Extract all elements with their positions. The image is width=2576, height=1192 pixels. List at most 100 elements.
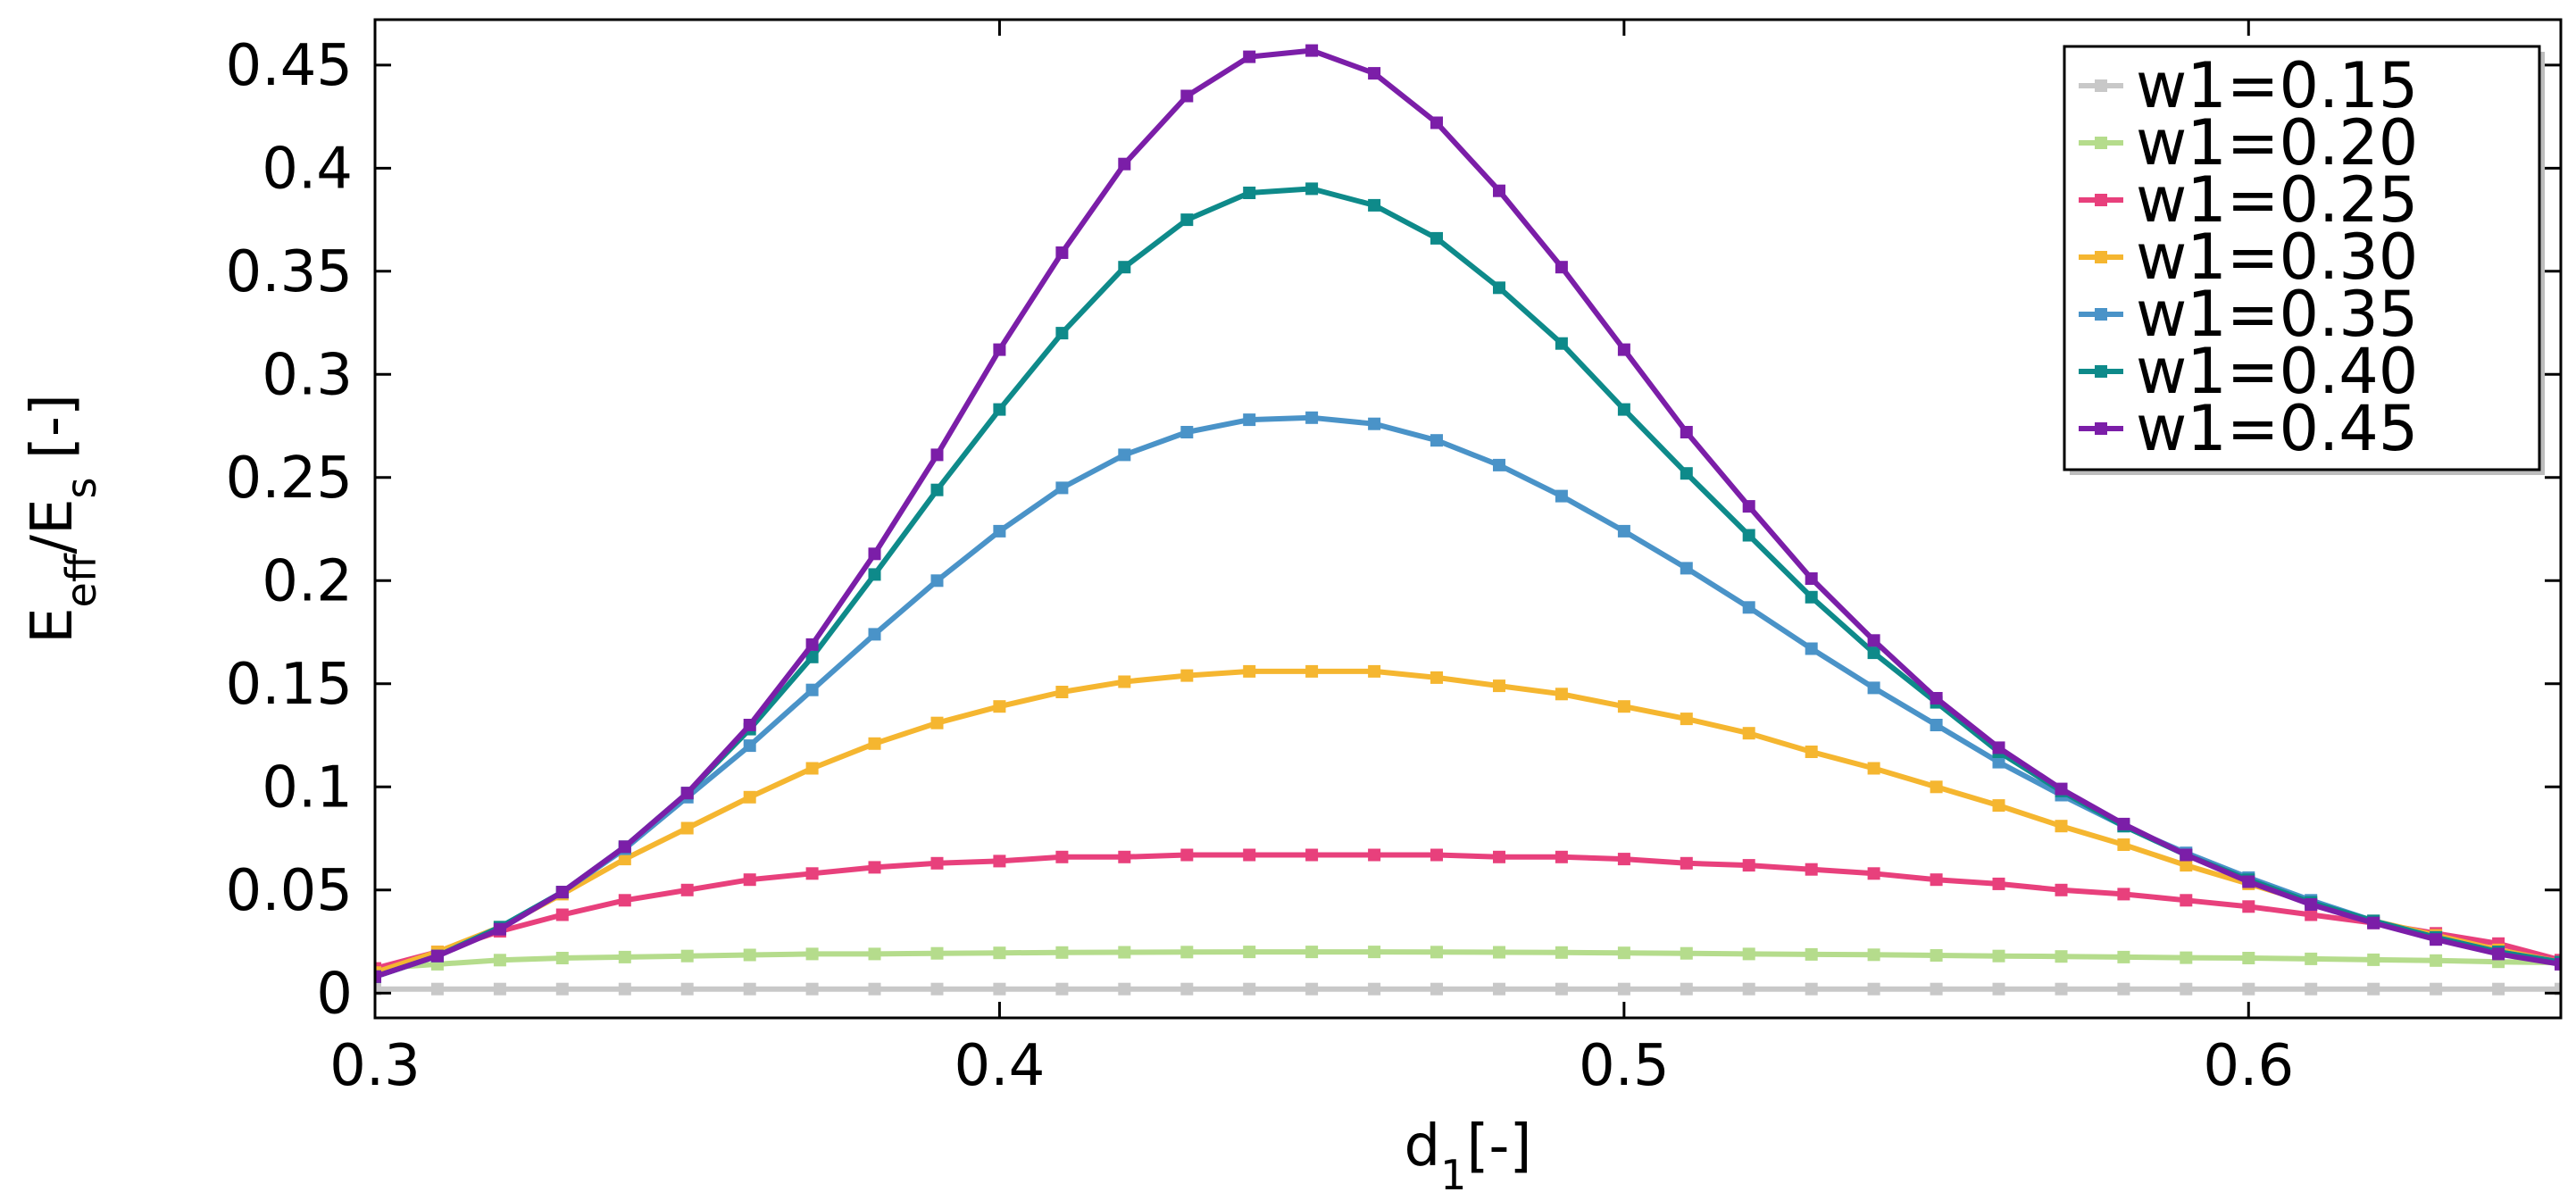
data-point bbox=[993, 854, 1006, 868]
data-point bbox=[1243, 187, 1256, 199]
data-point bbox=[1368, 982, 1381, 996]
data-point bbox=[1493, 946, 1505, 959]
data-point bbox=[1368, 946, 1381, 959]
data-point bbox=[805, 650, 819, 663]
data-point bbox=[993, 946, 1006, 960]
data-point bbox=[1867, 646, 1880, 660]
x-axis-title-subscript: 1 bbox=[1440, 1151, 1466, 1192]
legend: w1=0.15w1=0.20w1=0.25w1=0.30w1=0.35w1=0.… bbox=[2063, 45, 2545, 475]
data-point bbox=[1555, 337, 1568, 350]
data-point bbox=[930, 448, 944, 462]
data-point bbox=[1867, 982, 1880, 996]
data-point bbox=[930, 574, 944, 588]
data-point bbox=[2180, 982, 2193, 996]
y-tick-label: 0.25 bbox=[226, 446, 354, 512]
data-point bbox=[868, 947, 881, 961]
data-point bbox=[1118, 946, 1131, 959]
data-point bbox=[1493, 679, 1505, 693]
data-point bbox=[1180, 982, 1194, 996]
data-point bbox=[1430, 982, 1443, 996]
data-point bbox=[1930, 692, 1943, 704]
series-w1-0-35 bbox=[375, 411, 2561, 983]
data-point bbox=[868, 628, 881, 641]
data-point bbox=[1617, 700, 1630, 713]
data-point bbox=[1055, 481, 1069, 495]
data-point bbox=[2305, 898, 2318, 911]
data-point bbox=[618, 894, 631, 907]
data-point bbox=[2492, 982, 2505, 996]
y-tick-label: 0.45 bbox=[226, 33, 354, 99]
legend-label: w1=0.30 bbox=[2136, 221, 2418, 294]
legend-item: w1=0.25 bbox=[2079, 163, 2418, 237]
legend-item: w1=0.20 bbox=[2079, 106, 2418, 179]
data-point bbox=[993, 982, 1006, 996]
data-point bbox=[2555, 982, 2561, 996]
data-point bbox=[1305, 182, 1319, 196]
data-point bbox=[1118, 982, 1131, 996]
data-point bbox=[2242, 952, 2255, 964]
data-point bbox=[1430, 434, 1443, 447]
data-point bbox=[1118, 261, 1131, 274]
data-point bbox=[2430, 933, 2443, 946]
data-point bbox=[1742, 727, 1755, 740]
y-axis-title-e: E bbox=[20, 607, 86, 643]
data-point bbox=[868, 861, 881, 874]
data-point bbox=[1992, 877, 2005, 890]
data-point bbox=[1493, 850, 1505, 863]
data-point bbox=[1680, 946, 1693, 960]
data-point bbox=[2367, 953, 2380, 966]
data-point bbox=[1805, 642, 1818, 655]
legend-item: w1=0.15 bbox=[2079, 49, 2418, 122]
data-point bbox=[1368, 198, 1381, 212]
data-point bbox=[1118, 448, 1131, 462]
data-point bbox=[1555, 946, 1568, 959]
data-point bbox=[1742, 529, 1755, 542]
y-tick-label: 0.15 bbox=[226, 652, 354, 718]
y-tick-label: 0.4 bbox=[262, 136, 353, 202]
data-point bbox=[2367, 982, 2380, 996]
data-point bbox=[1055, 246, 1069, 259]
legend-item: w1=0.35 bbox=[2079, 278, 2418, 351]
data-point bbox=[1243, 848, 1256, 862]
data-point bbox=[2117, 888, 2130, 901]
data-point bbox=[930, 982, 944, 996]
data-point bbox=[1305, 411, 1319, 424]
data-point bbox=[1243, 982, 1256, 996]
legend-box bbox=[2063, 45, 2541, 471]
data-point bbox=[805, 638, 819, 651]
series-line bbox=[375, 949, 2561, 971]
data-point bbox=[993, 700, 1006, 713]
data-point bbox=[1742, 601, 1755, 614]
data-point bbox=[1617, 946, 1630, 960]
data-point bbox=[1867, 867, 1880, 880]
data-point bbox=[1992, 949, 2005, 963]
data-point bbox=[2305, 952, 2318, 965]
data-point bbox=[1555, 261, 1568, 274]
data-point bbox=[868, 737, 881, 750]
y-axis-title-sub-s: s bbox=[57, 477, 105, 498]
x-tick-label: 0.4 bbox=[955, 1033, 1046, 1099]
data-point bbox=[680, 787, 694, 800]
data-point bbox=[1243, 946, 1256, 959]
data-point bbox=[375, 982, 381, 996]
data-point bbox=[1430, 231, 1443, 245]
y-axis-title-slash-e: /E bbox=[20, 498, 86, 554]
data-point bbox=[1617, 343, 1630, 356]
legend-label: w1=0.20 bbox=[2136, 106, 2418, 179]
y-axis-title: Eeff/Es [-] bbox=[20, 394, 105, 644]
legend-swatch-marker bbox=[2095, 137, 2107, 149]
data-point bbox=[430, 982, 444, 996]
series-line bbox=[375, 414, 2561, 979]
data-point bbox=[2117, 817, 2130, 830]
legend-item: w1=0.30 bbox=[2079, 221, 2418, 294]
data-point bbox=[555, 952, 569, 964]
data-point bbox=[1680, 713, 1693, 726]
y-axis-title-sub-eff: eff bbox=[57, 553, 105, 607]
data-point bbox=[1805, 590, 1818, 604]
series-w1-0-15 bbox=[375, 982, 2561, 996]
data-point bbox=[1867, 762, 1880, 775]
data-point bbox=[2367, 916, 2380, 929]
data-point bbox=[1055, 686, 1069, 698]
x-tick-label: 0.5 bbox=[1579, 1033, 1670, 1099]
y-tick-label: 0.1 bbox=[262, 754, 353, 821]
